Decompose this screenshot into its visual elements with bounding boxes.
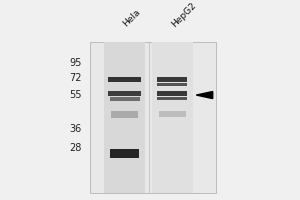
Bar xyxy=(158,77,187,82)
Bar xyxy=(110,149,139,158)
Text: 95: 95 xyxy=(69,58,81,68)
Text: Hela: Hela xyxy=(122,8,142,29)
Text: 28: 28 xyxy=(69,143,81,153)
Bar xyxy=(152,42,193,193)
Bar xyxy=(111,111,138,118)
Bar xyxy=(158,97,187,100)
Text: HepG2: HepG2 xyxy=(169,1,197,29)
Bar xyxy=(158,83,187,86)
Polygon shape xyxy=(196,92,213,99)
Text: 36: 36 xyxy=(69,124,81,134)
Bar xyxy=(90,42,216,193)
Text: 55: 55 xyxy=(69,90,81,100)
Bar xyxy=(108,91,141,96)
Bar xyxy=(158,91,187,96)
Bar xyxy=(159,111,186,117)
Bar xyxy=(108,77,141,82)
Bar xyxy=(110,97,140,101)
Text: 72: 72 xyxy=(69,73,81,83)
Bar xyxy=(104,42,145,193)
